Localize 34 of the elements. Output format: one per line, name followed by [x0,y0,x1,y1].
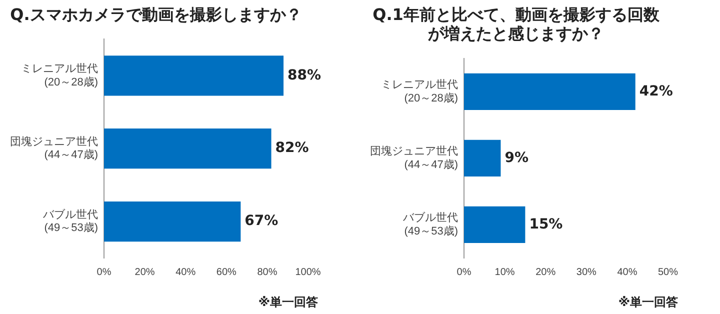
y-tick-label: 団塊ジュニア世代(44～47歳) [370,144,458,171]
data-label: 42% [639,83,673,100]
bar [464,73,636,110]
x-tick-label: 40% [176,266,196,278]
text: ※単一回答 [618,295,679,309]
x-tick-label: 100% [295,266,321,278]
text: ※単一回答 [258,295,319,309]
y-tick-label: バブル世代(49～53歳) [42,208,98,234]
y-tick-label: 団塊ジュニア世代(44～47歳) [10,135,98,162]
x-tick-label: 20% [536,266,556,278]
x-tick-label: 0% [96,266,112,278]
chart-title: Q.スマホカメラで動画を撮影しますか？ [10,4,302,24]
x-tick-label: 0% [456,266,472,278]
x-tick-label: 40% [617,266,638,278]
bar [104,201,241,242]
bar [104,128,272,169]
x-tick-label: 60% [216,266,237,278]
data-label: 9% [504,150,528,166]
data-label: 15% [529,216,563,232]
data-label: 88% [288,67,322,84]
bar [104,56,284,96]
y-tick-label: バブル世代(49～53歳) [402,211,458,238]
data-label: 67% [244,213,278,230]
bar [464,206,526,244]
x-tick-label: 30% [576,266,597,278]
chart-title: Q.1年前と比べて、動画を撮影する回数が増えたと感じますか？ [372,4,660,43]
data-label: 82% [275,140,309,156]
x-tick-label: 10% [494,266,515,278]
x-tick-label: 80% [257,266,278,278]
y-tick-label: ミレニアル世代(20～28歳) [21,62,98,88]
x-tick-label: 20% [134,266,155,278]
x-tick-label: 50% [658,266,678,278]
y-tick-label: ミレニアル世代(20～28歳) [381,78,458,104]
bar [464,140,501,176]
